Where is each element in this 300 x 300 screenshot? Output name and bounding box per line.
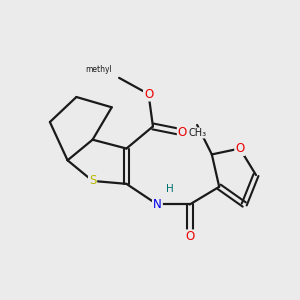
Text: H: H	[166, 184, 174, 194]
Text: N: N	[153, 198, 162, 211]
Text: O: O	[185, 230, 194, 243]
Text: CH₃: CH₃	[188, 128, 206, 138]
Text: O: O	[235, 142, 244, 155]
Text: O: O	[178, 126, 187, 139]
Text: S: S	[89, 174, 96, 188]
Text: methyl: methyl	[85, 65, 112, 74]
Text: O: O	[144, 88, 153, 100]
Text: N: N	[153, 198, 162, 211]
